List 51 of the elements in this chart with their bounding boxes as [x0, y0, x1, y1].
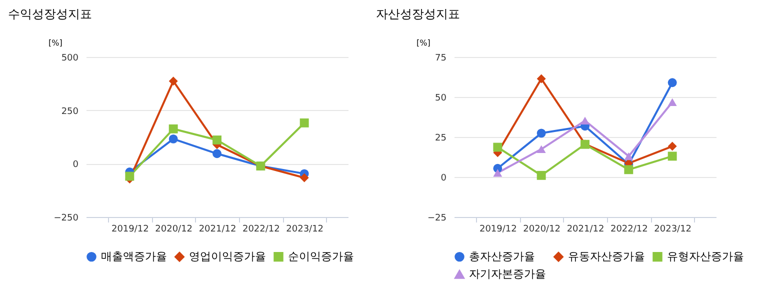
point: [125, 172, 134, 181]
point: [212, 149, 222, 158]
point: [168, 124, 178, 134]
x-tick-label: 2021/12: [198, 224, 236, 234]
chart-title: 자산성장성지표: [376, 7, 460, 21]
legend-label: 자기자본증가율: [469, 268, 546, 280]
point: [300, 118, 309, 128]
x-tick-label: 2019/12: [111, 224, 149, 234]
point: [493, 168, 502, 177]
legend-label: 순이익증가율: [288, 250, 354, 263]
y-tick-label: 75: [435, 54, 446, 64]
x-tick-label: 2020/12: [155, 224, 193, 234]
legend-label: 영업이익증가율: [189, 250, 266, 263]
legend-label: 매출액증가율: [101, 250, 167, 263]
point: [668, 142, 677, 151]
point: [624, 152, 634, 160]
y-tick-label: 0: [440, 174, 447, 184]
y-tick-label: −250: [54, 214, 79, 224]
point: [536, 74, 546, 84]
point: [493, 142, 502, 152]
legend-label: 유동자산증가율: [568, 250, 645, 263]
x-tick-label: 2023/12: [286, 224, 324, 234]
point: [668, 152, 677, 161]
x-tick-label: 2020/12: [523, 224, 561, 234]
x-tick-label: 2019/12: [479, 224, 517, 234]
point: [624, 165, 634, 174]
legend-label: 총자산증가율: [469, 250, 535, 263]
y-axis-title: [%]: [416, 38, 430, 48]
y-tick-label: 250: [61, 106, 79, 117]
x-tick-label: 2022/12: [242, 224, 280, 234]
y-tick-label: 500: [61, 54, 79, 64]
y-tick-label: 0: [72, 160, 79, 170]
point: [668, 78, 677, 88]
point: [168, 76, 178, 86]
y-tick-label: −25: [428, 214, 446, 224]
x-tick-label: 2023/12: [654, 224, 692, 234]
point: [212, 136, 222, 144]
x-tick-label: 2021/12: [566, 224, 604, 234]
chart-title: 수익성장성지표: [8, 7, 92, 21]
point: [536, 145, 546, 154]
y-axis-title: [%]: [48, 38, 62, 48]
y-tick-label: 50: [435, 94, 447, 104]
point: [168, 134, 178, 144]
point: [668, 98, 677, 106]
legend-label: 유형자산증가율: [667, 250, 744, 263]
point: [300, 173, 309, 182]
point: [580, 116, 590, 125]
point: [536, 128, 546, 138]
x-tick-label: 2022/12: [610, 224, 648, 234]
y-tick-label: 25: [435, 134, 446, 144]
point: [536, 170, 546, 180]
